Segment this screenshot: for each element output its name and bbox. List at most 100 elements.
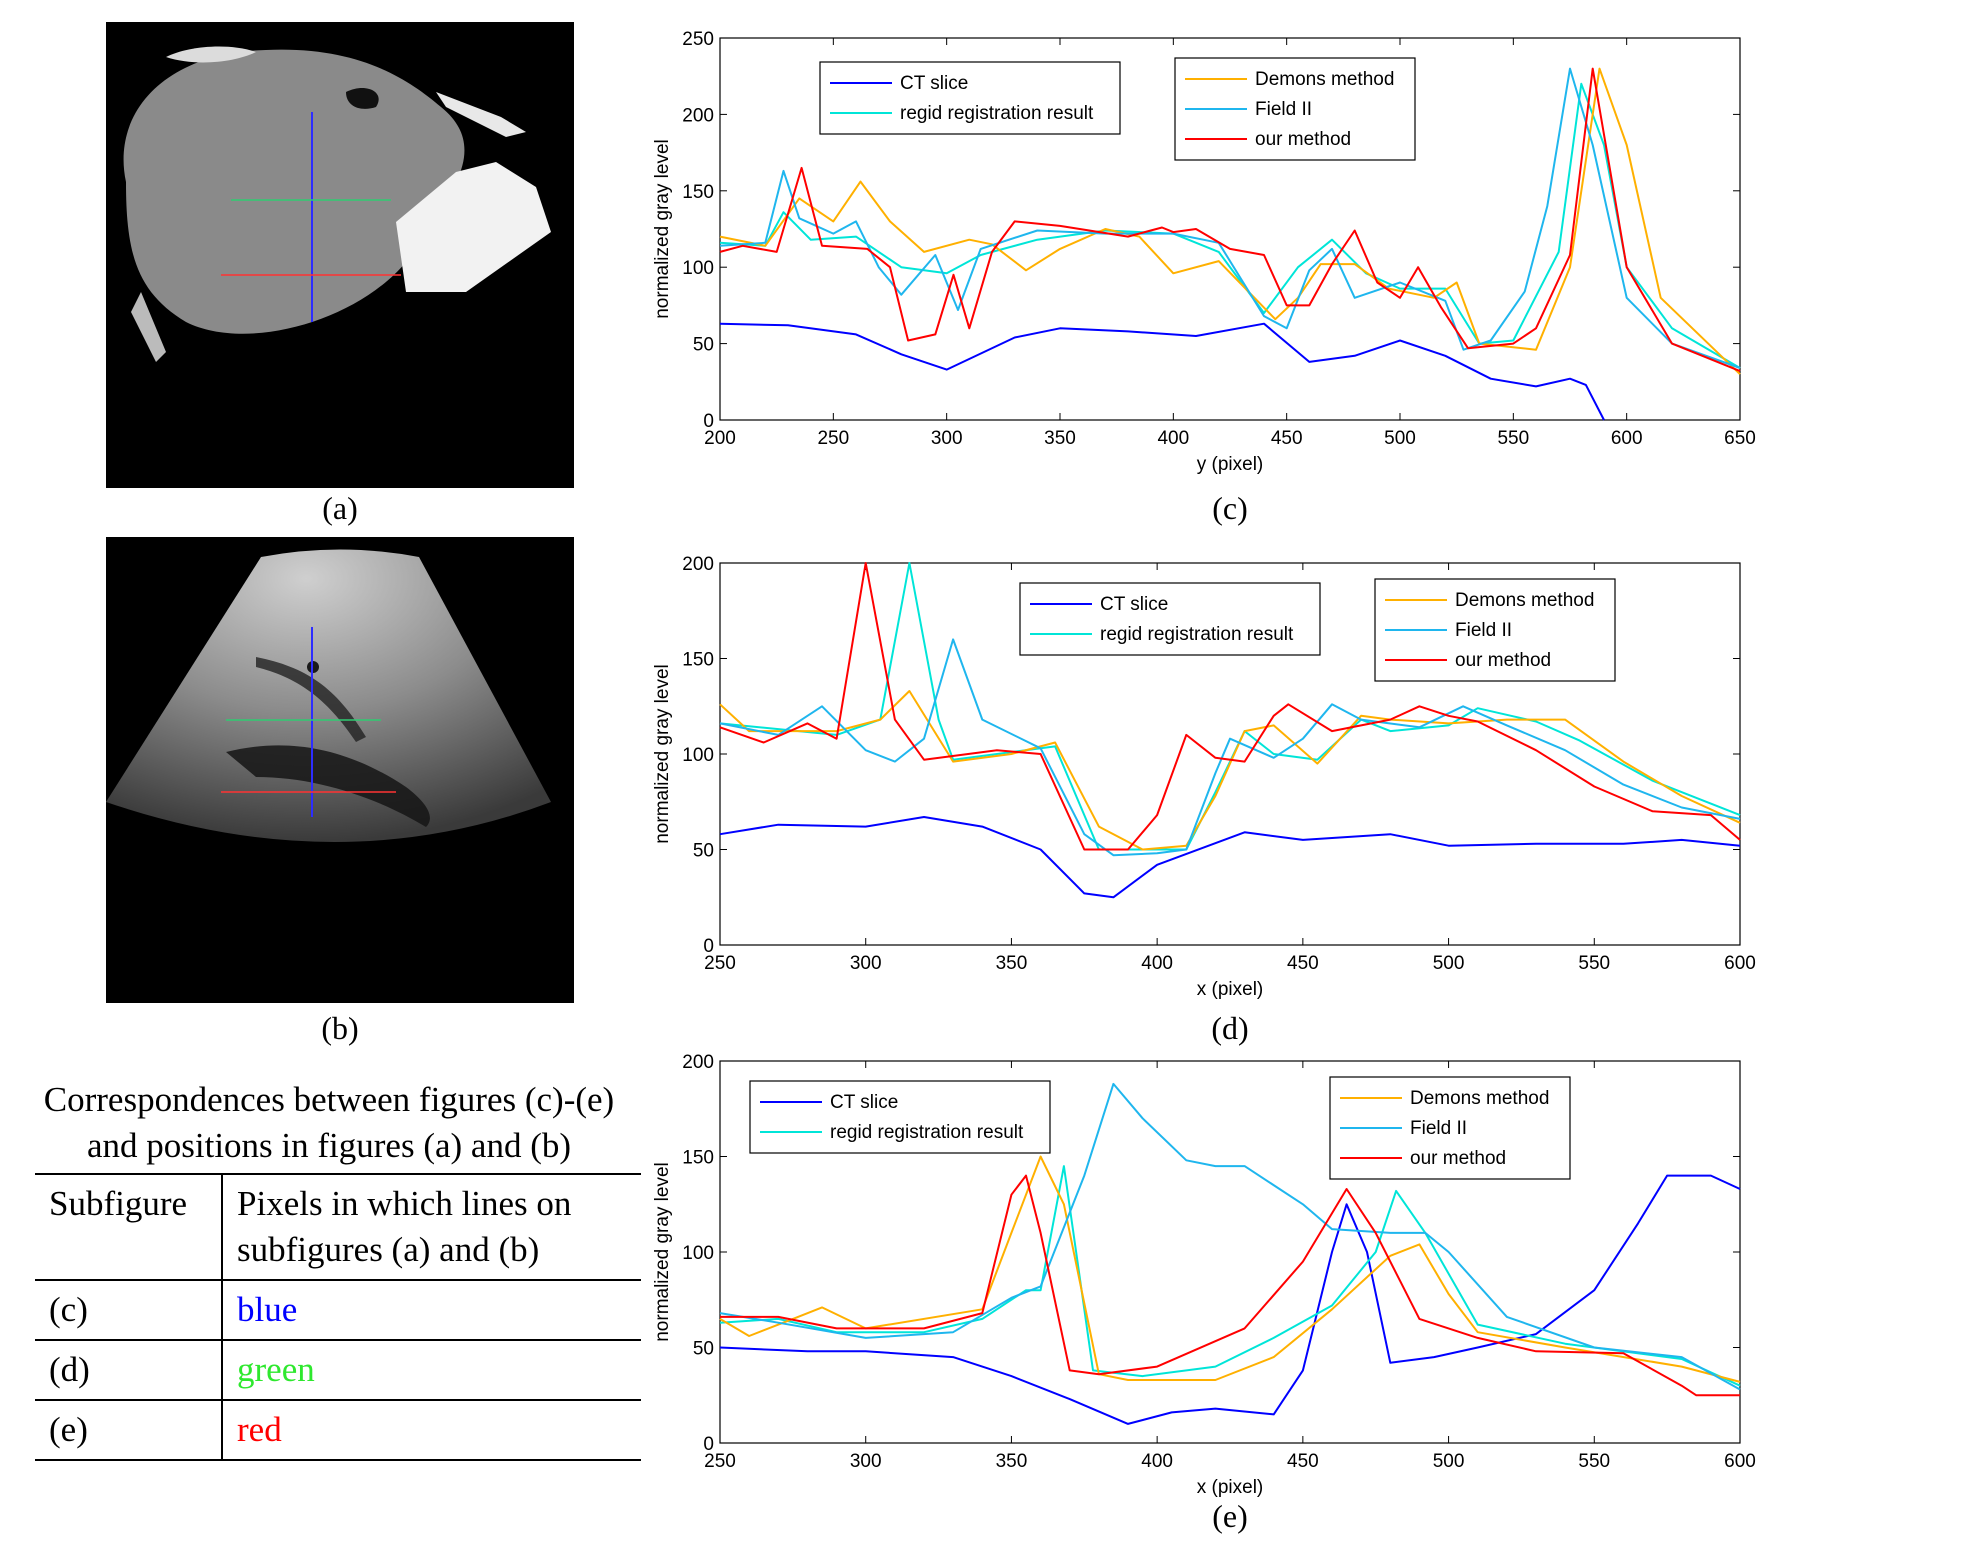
- series-line: [719, 67, 1741, 369]
- table-row: (d) green: [35, 1340, 641, 1400]
- chart-d: 250 300 350 400 450 500 550 600 0 50 100 150 200 x (p…: [640, 545, 1780, 1005]
- legend-label: our method: [1255, 129, 1351, 150]
- series-line: [719, 690, 1741, 851]
- row-line-color: green: [237, 1350, 315, 1389]
- y-tick-label: 150: [682, 182, 714, 203]
- header-subfigure: Subfigure: [35, 1174, 223, 1280]
- panel-b-caption: (b): [321, 1010, 359, 1046]
- table-header-row: Subfigure Pixels in which lines on subfi…: [35, 1174, 641, 1280]
- row-subfigure: (c): [35, 1280, 223, 1340]
- legend-label: regid registration result: [830, 1122, 1024, 1143]
- x-tick-label: 400: [1141, 1451, 1173, 1472]
- chart-svg: 250 300 350 400 450 500 550 600 0 50 100 150 200 x (p…: [652, 554, 1756, 1000]
- x-tick-label: 300: [850, 1451, 882, 1472]
- legend-label: our method: [1410, 1148, 1506, 1169]
- y-tick-label: 0: [703, 1434, 714, 1455]
- panel-c-caption: (c): [1212, 490, 1248, 526]
- chart-svg: 250 300 350 400 450 500 550 600 0 50 100 150 200 x (p…: [652, 1052, 1756, 1498]
- series-line: [719, 1165, 1741, 1387]
- x-tick-label: 350: [996, 953, 1028, 974]
- series-line: [719, 67, 1741, 375]
- legend-label: regid registration result: [900, 103, 1094, 124]
- ultrasound-image: [106, 537, 574, 1003]
- y-tick-label: 150: [682, 650, 714, 671]
- ultrasound-graphic: [106, 537, 574, 1003]
- chart-c: 200 250 300 350 400 450 500 550 600 650 0 50 100 150 2…: [640, 20, 1780, 480]
- row-subfigure: (d): [35, 1340, 223, 1400]
- y-tick-label: 200: [682, 554, 714, 575]
- series-line: [719, 562, 1741, 851]
- x-tick-label: 450: [1271, 428, 1303, 449]
- header-pixels: Pixels in which lines on subfigures (a) …: [237, 1184, 572, 1269]
- legend-label: Field II: [1410, 1118, 1467, 1139]
- y-tick-label: 100: [682, 1243, 714, 1264]
- x-tick-label: 200: [704, 428, 736, 449]
- ct-slice-image: [106, 22, 574, 488]
- x-tick-label: 450: [1287, 953, 1319, 974]
- correspondence-title-line1: Correspondences between figures (c)-(e): [43, 1080, 615, 1119]
- ct-slice-graphic: [106, 22, 574, 488]
- legend-label: Demons method: [1255, 69, 1394, 90]
- x-tick-label: 250: [817, 428, 849, 449]
- x-tick-label: 350: [996, 1451, 1028, 1472]
- y-tick-label: 50: [693, 841, 714, 862]
- row-line-color: red: [237, 1410, 282, 1449]
- x-tick-label: 600: [1724, 1451, 1756, 1472]
- series-line: [719, 1174, 1741, 1425]
- legend-label: Demons method: [1455, 590, 1594, 611]
- legend-label: CT slice: [830, 1092, 898, 1113]
- legend-label: Field II: [1255, 99, 1312, 120]
- table-row: (c) blue: [35, 1280, 641, 1340]
- legend-box: [1019, 582, 1321, 656]
- x-tick-label: 300: [931, 428, 963, 449]
- series-line: [719, 1155, 1741, 1383]
- series-line: [720, 1174, 1740, 1397]
- row-subfigure: (e): [35, 1400, 223, 1460]
- x-tick-label: 500: [1433, 953, 1465, 974]
- x-tick-label: 600: [1724, 953, 1756, 974]
- y-tick-label: 50: [693, 1339, 714, 1360]
- x-tick-label: 400: [1157, 428, 1189, 449]
- correspondence-title: Correspondences between figures (c)-(e) …: [14, 1077, 644, 1169]
- legend-label: Field II: [1455, 620, 1512, 641]
- x-tick-label: 350: [1044, 428, 1076, 449]
- legend-label: our method: [1455, 650, 1551, 671]
- x-tick-label: 400: [1141, 953, 1173, 974]
- legend-box: [749, 1080, 1051, 1154]
- series-line: [719, 82, 1741, 369]
- y-tick-label: 200: [682, 105, 714, 126]
- correspondence-title-line2: and positions in figures (a) and (b): [86, 1126, 572, 1165]
- y-axis-label: normalized gray level: [652, 139, 673, 319]
- x-tick-label: 550: [1578, 953, 1610, 974]
- x-tick-label: 500: [1384, 428, 1416, 449]
- series-line: [719, 816, 1741, 899]
- y-tick-label: 100: [682, 258, 714, 279]
- table-row: (e) red: [35, 1400, 641, 1460]
- x-tick-label: 450: [1287, 1451, 1319, 1472]
- y-tick-label: 0: [703, 936, 714, 957]
- panel-d-caption: (d): [1211, 1010, 1249, 1046]
- x-tick-label: 250: [704, 1451, 736, 1472]
- legend-label: CT slice: [900, 73, 968, 94]
- series-line: [719, 1082, 1741, 1391]
- chart-e: 250 300 350 400 450 500 550 600 0 50 100 150 200 x (p…: [640, 1043, 1780, 1503]
- x-axis-label: y (pixel): [1197, 454, 1264, 475]
- x-tick-label: 650: [1724, 428, 1756, 449]
- y-tick-label: 250: [682, 29, 714, 50]
- y-tick-label: 100: [682, 745, 714, 766]
- series-line: [719, 322, 1605, 421]
- x-tick-label: 500: [1433, 1451, 1465, 1472]
- x-tick-label: 550: [1497, 428, 1529, 449]
- y-axis-label: normalized gray level: [652, 664, 673, 844]
- x-tick-label: 600: [1611, 428, 1643, 449]
- y-axis-label: normalized gray level: [652, 1162, 673, 1342]
- legend-box: [819, 61, 1121, 135]
- y-tick-label: 150: [682, 1148, 714, 1169]
- x-tick-label: 250: [704, 953, 736, 974]
- legend-label: Demons method: [1410, 1088, 1549, 1109]
- series-line: [719, 638, 1741, 857]
- panel-e-caption: (e): [1212, 1498, 1248, 1534]
- legend-label: regid registration result: [1100, 624, 1294, 645]
- series-line: [719, 67, 1741, 373]
- legend-label: CT slice: [1100, 594, 1168, 615]
